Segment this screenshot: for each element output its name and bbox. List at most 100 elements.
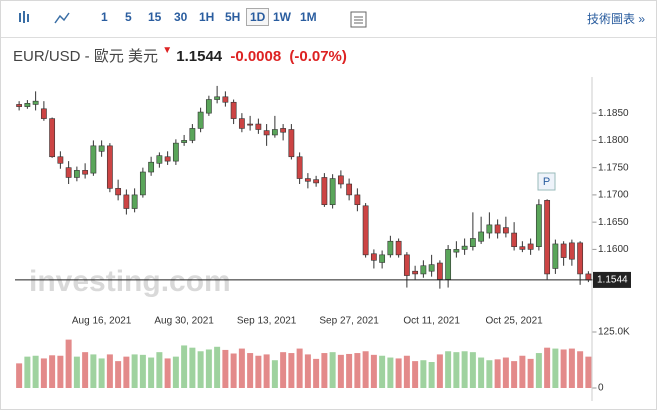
candle-body [519,246,526,250]
interval-button[interactable]: 1 [101,10,108,24]
volume-bar [205,349,212,388]
interval-button[interactable]: 1W [273,10,291,24]
candle-body [16,104,23,107]
volume-bar [313,358,320,388]
volume-bar [263,354,270,388]
interval-button[interactable]: 1M [300,10,317,24]
candle-body [321,177,328,206]
volume-bar [585,356,592,388]
volume-bar [214,346,221,388]
candle-body [230,101,237,119]
candle-body [387,240,394,256]
candle-body [73,170,80,178]
volume-bar [412,361,419,388]
y-tick-label: 1.1850 [598,108,629,119]
y-tick-label: 125.0K [598,327,630,338]
volume-bar [511,361,518,388]
volume-bar [90,354,97,388]
flag-icon: ▼ [162,45,173,56]
candle-body [49,118,56,158]
x-tick-label: Sep 27, 2021 [319,316,379,327]
change-pct: (-0.07%) [289,48,347,65]
volume-bar [156,352,163,388]
last-price-tag [593,271,631,288]
volume-bar [395,358,402,388]
candle-body [354,194,361,206]
volume-bar [82,352,89,388]
candle-body [296,156,303,179]
candle-body [40,108,47,119]
technical-chart-link[interactable]: 技術圖表 » [587,12,646,26]
volume-bar [469,352,476,388]
marker-box [537,172,556,191]
volume-bar [280,352,287,388]
volume-bar [329,352,336,388]
volume-bar [65,339,72,388]
volume-bar [271,360,278,388]
candle-body [544,200,551,275]
candle-body [478,231,485,242]
volume-bar [304,354,311,388]
candle-body [494,224,501,234]
interval-button[interactable]: 30 [174,10,188,24]
candle-body [428,264,435,272]
candle-body [420,265,427,275]
candle-body [197,111,204,129]
volume-bar [420,360,427,388]
candle-body [90,145,97,174]
candle-body [288,129,295,158]
volume-bar [568,348,575,388]
volume-bar [535,353,542,388]
toolbar: 1 5 15 30 1H 5H 1D 1W 1M 技術圖表 » [1,1,656,38]
settings-icon[interactable] [349,10,369,30]
volume-bar [436,354,443,388]
candle-body [585,273,592,281]
volume-bar [197,351,204,388]
volume-bar [57,355,64,388]
candle-body [461,245,468,250]
y-tick-label: 1.1600 [598,244,629,255]
change: -0.0008 [230,48,282,65]
candle-body [98,145,105,152]
candle-body [172,142,179,162]
candle-body [568,242,575,260]
volume-bar [527,358,534,388]
interval-button[interactable]: 5 [125,10,132,24]
interval-button[interactable]: 15 [148,10,162,24]
candle-body [362,205,369,256]
volume-bar [49,355,56,388]
instrument: EUR/USD - 歐元 美元 [13,48,159,65]
candle-body [379,254,386,263]
volume-bar [255,355,262,388]
candle-body [560,243,567,258]
volume-bar [461,351,468,388]
volume-bar [247,353,254,388]
candle-body [181,140,188,143]
quote-header: EUR/USD - 歐元 美元 ▼ 1.1544 -0.0008 (-0.07%… [13,45,347,66]
candle-body [57,156,64,164]
candle-body [313,179,320,184]
volume-bar [346,353,353,388]
candle-body [552,243,559,269]
volume-bar [577,351,584,388]
volume-bar [181,345,188,388]
candle-body [148,161,155,173]
y-tick-label: 1.1800 [598,135,629,146]
candle-body [255,123,262,130]
volume-bar [552,348,559,388]
interval-button[interactable]: 1D [246,8,270,26]
interval-button[interactable]: 1H [199,10,215,24]
volume-bar [189,347,196,388]
x-tick-label: Aug 30, 2021 [154,316,214,327]
volume-bar [544,347,551,388]
y-tick-label: 1.1700 [598,190,629,201]
interval-button[interactable]: 5H [225,10,241,24]
candle-body [205,99,212,114]
candle-body [535,204,542,247]
candle-body [412,270,419,275]
candle-body [156,155,163,164]
volume-bar [40,358,47,388]
volume-bar [123,356,130,388]
chart-type-icons[interactable] [11,1,71,37]
